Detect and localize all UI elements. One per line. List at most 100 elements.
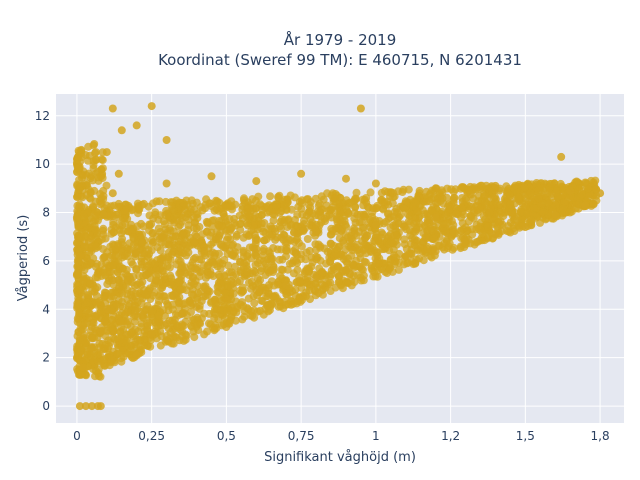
scatter-point <box>147 102 156 111</box>
scatter-point <box>113 267 122 276</box>
scatter-point <box>123 308 132 317</box>
scatter-point <box>216 240 225 249</box>
scatter-point <box>419 256 428 265</box>
scatter-point <box>214 315 223 324</box>
scatter-point <box>521 194 530 203</box>
x-axis-title: Signifikant våghöjd (m) <box>264 450 416 465</box>
scatter-point <box>90 140 99 148</box>
scatter-point <box>245 231 254 239</box>
scatter-point <box>502 188 511 197</box>
scatter-point <box>236 266 245 275</box>
scatter-point <box>128 205 137 214</box>
scatter-point <box>314 211 323 220</box>
scatter-point <box>108 276 117 285</box>
scatter-point <box>286 221 295 230</box>
scatter-point <box>332 249 340 258</box>
scatter-point <box>490 192 499 201</box>
scatter-point <box>239 248 248 257</box>
scatter-point <box>128 278 137 287</box>
scatter-point <box>79 276 88 285</box>
scatter-point <box>179 199 188 207</box>
scatter-point <box>73 269 82 278</box>
scatter-point <box>152 197 161 206</box>
scatter-point <box>591 176 600 185</box>
scatter-point <box>252 244 261 253</box>
scatter-point <box>449 243 458 252</box>
scatter-point <box>526 189 535 197</box>
scatter-point <box>96 305 105 314</box>
scatter-point <box>147 329 156 338</box>
scatter-point <box>362 194 371 202</box>
scatter-point <box>122 337 130 346</box>
scatter-point <box>73 201 82 210</box>
scatter-point <box>273 233 281 242</box>
scatter-point <box>318 269 326 278</box>
scatter-point <box>252 285 261 294</box>
scatter-point <box>176 286 185 295</box>
scatter-point <box>494 218 503 227</box>
scatter-point <box>302 266 311 275</box>
scatter-point <box>363 231 372 240</box>
x-tick-label: 0 <box>73 429 81 443</box>
scatter-point <box>137 323 146 331</box>
scatter-point <box>286 236 295 245</box>
scatter-point <box>305 200 313 209</box>
scatter-point <box>428 226 437 235</box>
scatter-point <box>204 261 213 270</box>
scatter-point <box>359 246 368 255</box>
scatter-point <box>575 199 583 208</box>
scatter-point <box>106 338 115 347</box>
scatter-point <box>91 211 100 220</box>
scatter-point <box>257 202 266 210</box>
scatter-point <box>219 306 228 315</box>
scatter-point <box>207 228 216 237</box>
scatter-point <box>131 306 140 315</box>
scatter-point <box>87 402 96 411</box>
scatter-point <box>413 207 422 216</box>
scatter-point <box>292 256 300 265</box>
scatter-point <box>251 234 260 243</box>
scatter-point <box>102 305 111 314</box>
scatter-point <box>282 281 291 290</box>
scatter-point <box>403 210 412 219</box>
scatter-point <box>139 199 148 208</box>
scatter-point <box>140 306 149 315</box>
scatter-point <box>162 136 171 144</box>
chart-title-line2: Koordinat (Sweref 99 TM): E 460715, N 62… <box>158 51 522 69</box>
scatter-point <box>268 254 277 263</box>
scatter-point <box>276 271 285 280</box>
scatter-point <box>411 199 420 207</box>
scatter-point <box>250 299 259 308</box>
scatter-point <box>166 271 175 280</box>
scatter-point <box>491 181 500 190</box>
scatter-point <box>386 223 395 232</box>
scatter-point <box>190 315 198 324</box>
scatter-point <box>215 249 223 258</box>
scatter-point <box>83 298 92 307</box>
scatter-point <box>388 267 397 276</box>
scatter-point <box>412 255 421 264</box>
scatter-point <box>330 194 339 203</box>
scatter-point <box>154 311 163 320</box>
scatter-point <box>325 210 334 219</box>
scatter-point <box>447 185 456 194</box>
scatter-point <box>297 169 306 178</box>
scatter-point <box>364 218 373 227</box>
scatter-point <box>143 341 152 350</box>
scatter-point <box>78 336 87 345</box>
scatter-point <box>96 402 105 411</box>
data-points <box>72 102 605 411</box>
scatter-point <box>431 213 440 222</box>
scatter-point <box>257 219 266 228</box>
scatter-point <box>168 300 177 309</box>
scatter-point <box>225 319 234 328</box>
scatter-point <box>87 322 96 331</box>
scatter-point <box>114 169 123 178</box>
scatter-point <box>208 222 217 231</box>
scatter-point <box>94 350 102 359</box>
scatter-point <box>280 201 289 210</box>
scatter-point <box>299 227 308 235</box>
scatter-point <box>212 235 221 244</box>
scatter-point <box>351 218 360 227</box>
scatter-point <box>260 236 269 245</box>
